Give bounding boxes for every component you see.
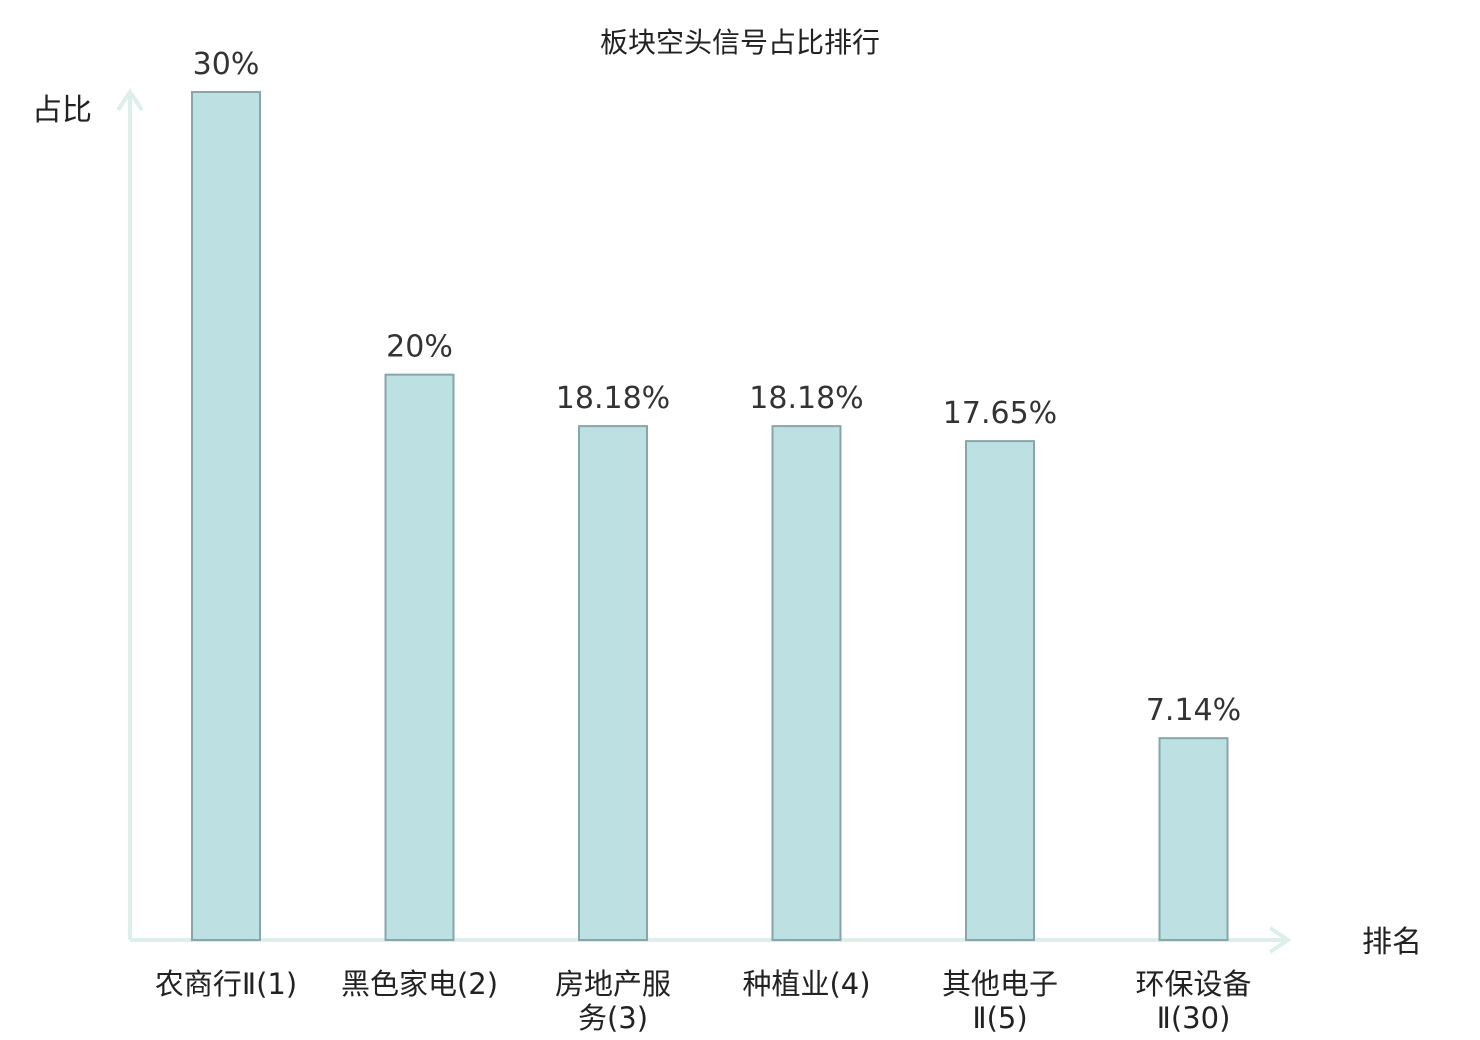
category-label-1: 农商行Ⅱ(1)	[155, 967, 297, 1001]
bar-4	[771, 425, 842, 941]
value-label-2: 20%	[386, 330, 453, 365]
category-labels-group: 农商行Ⅱ(1) 黑色家电(2) 房地产服务(3) 种植业(4) 其他电子 Ⅱ(5) 环保设备…	[155, 967, 1252, 1035]
category-label-5: 其他电子 Ⅱ(5)	[942, 967, 1058, 1035]
bars-group	[191, 91, 1229, 942]
chart-title: 板块空头信号占比排行	[600, 26, 880, 59]
value-labels-group: 30% 20% 18.18% 18.18% 17.65% 7.14%	[193, 47, 1242, 728]
category-label-6: 环保设备 Ⅱ(30)	[1135, 967, 1251, 1035]
bar-2	[384, 373, 455, 941]
bar-6	[1158, 737, 1229, 942]
value-label-5: 17.65%	[943, 396, 1057, 431]
category-label-4: 种植业(4)	[742, 967, 870, 1001]
bar-3	[578, 425, 648, 941]
category-label-3: 房地产服务(3)	[555, 967, 671, 1035]
bar-1	[191, 91, 261, 941]
category-label-2: 黑色家电(2)	[341, 967, 498, 1001]
x-axis	[130, 926, 1292, 954]
y-axis	[116, 88, 144, 940]
y-axis-label: 占比	[32, 93, 92, 128]
value-label-6: 7.14%	[1146, 693, 1241, 728]
value-label-4: 18.18%	[749, 381, 863, 416]
bar-5	[965, 440, 1035, 941]
value-label-1: 30%	[193, 47, 260, 82]
value-label-3: 18.18%	[556, 381, 670, 416]
x-axis-label: 排名	[1362, 925, 1422, 960]
